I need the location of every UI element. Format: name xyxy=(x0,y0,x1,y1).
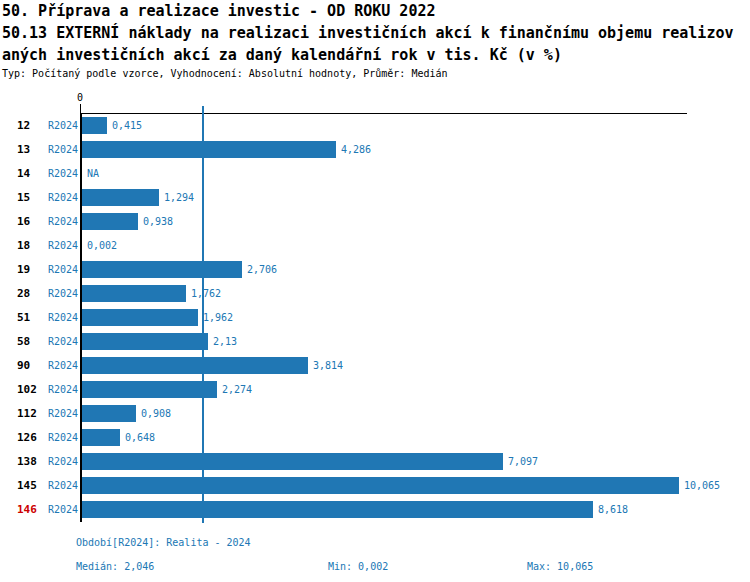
row-period-label: R2024 xyxy=(48,234,78,258)
row-id-label: 14 xyxy=(17,162,30,186)
bar xyxy=(82,285,186,302)
footer-max-label: Max: 10,065 xyxy=(527,560,593,573)
row-period-label: R2024 xyxy=(48,474,78,498)
row-id-label: 58 xyxy=(17,330,30,354)
row-period-label: R2024 xyxy=(48,282,78,306)
row-id-label: 15 xyxy=(17,186,30,210)
row-id-label: 12 xyxy=(17,114,30,138)
bar xyxy=(82,357,308,374)
bar xyxy=(82,453,503,470)
chart-row: 12 R2024 0,415 xyxy=(0,114,750,138)
bar-value-label: NA xyxy=(87,162,99,186)
chart-row: 138 R2024 7,097 xyxy=(0,450,750,474)
bar xyxy=(82,429,120,446)
zero-tick-label: 0 xyxy=(73,92,87,104)
row-period-label: R2024 xyxy=(48,402,78,426)
row-period-label: R2024 xyxy=(48,450,78,474)
row-period-label: R2024 xyxy=(48,330,78,354)
bar-value-label: 8,618 xyxy=(598,498,628,522)
row-id-label: 90 xyxy=(17,354,30,378)
footer-min-label: Min: 0,002 xyxy=(328,560,388,573)
row-id-label: 138 xyxy=(17,450,37,474)
chart-row: 146 R2024 8,618 xyxy=(0,498,750,522)
chart-row: 90 R2024 3,814 xyxy=(0,354,750,378)
row-period-label: R2024 xyxy=(48,114,78,138)
bar-value-label: 0,938 xyxy=(143,210,173,234)
row-period-label: R2024 xyxy=(48,210,78,234)
row-period-label: R2024 xyxy=(48,258,78,282)
bar xyxy=(82,189,159,206)
bar xyxy=(82,117,107,134)
report-header: 50. Příprava a realizace investic - OD R… xyxy=(2,0,750,80)
chart-row: 15 R2024 1,294 xyxy=(0,186,750,210)
bar-value-label: 7,097 xyxy=(508,450,538,474)
bar-value-label: 3,814 xyxy=(313,354,343,378)
row-id-label: 51 xyxy=(17,306,30,330)
bar-value-label: 0,415 xyxy=(112,114,142,138)
indicator-subtitle: Typ: Počítaný podle vzorce, Vyhodnocení:… xyxy=(2,67,750,80)
footer-period-label: Období[R2024]: Realita - 2024 xyxy=(76,536,251,549)
indicator-title-line-1: 50.13 EXTERNÍ náklady na realizaci inves… xyxy=(2,22,750,44)
chart-row: 58 R2024 2,13 xyxy=(0,330,750,354)
bar-value-label: 0,002 xyxy=(87,234,117,258)
bar xyxy=(82,405,136,422)
chart-row: 102 R2024 2,274 xyxy=(0,378,750,402)
row-id-label: 102 xyxy=(17,378,37,402)
row-id-label: 112 xyxy=(17,402,37,426)
bar-value-label: 1,762 xyxy=(191,282,221,306)
chart-row: 126 R2024 0,648 xyxy=(0,426,750,450)
bar xyxy=(82,501,593,518)
bar-value-label: 0,908 xyxy=(141,402,171,426)
bar xyxy=(82,213,138,230)
chart-row: 16 R2024 0,938 xyxy=(0,210,750,234)
footer-median-label: Medián: 2,046 xyxy=(76,560,154,573)
row-period-label: R2024 xyxy=(48,186,78,210)
bar xyxy=(82,381,217,398)
bar-value-label: 2,13 xyxy=(213,330,237,354)
bar-value-label: 2,706 xyxy=(247,258,277,282)
chart-row: 18 R2024 0,002 xyxy=(0,234,750,258)
chart-row: 19 R2024 2,706 xyxy=(0,258,750,282)
bar-value-label: 1,294 xyxy=(164,186,194,210)
chart-rows: 12 R2024 0,415 13 R2024 4,286 14 R2024 NA 15 R2024… xyxy=(0,114,750,522)
row-period-label: R2024 xyxy=(48,306,78,330)
bar xyxy=(82,141,336,158)
row-period-label: R2024 xyxy=(48,378,78,402)
indicator-title-line-2: aných investičních akcí za daný kalendář… xyxy=(2,44,750,66)
row-period-label: R2024 xyxy=(48,138,78,162)
row-id-label: 126 xyxy=(17,426,37,450)
row-id-label: 18 xyxy=(17,234,30,258)
bar-value-label: 0,648 xyxy=(125,426,155,450)
bar-value-label: 10,065 xyxy=(684,474,720,498)
bar xyxy=(82,309,198,326)
row-period-label: R2024 xyxy=(48,426,78,450)
bar-value-label: 4,286 xyxy=(341,138,371,162)
row-period-label: R2024 xyxy=(48,162,78,186)
zero-tick xyxy=(80,104,81,113)
bar xyxy=(82,261,242,278)
row-id-label: 28 xyxy=(17,282,30,306)
row-id-label: 145 xyxy=(17,474,37,498)
row-id-label: 16 xyxy=(17,210,30,234)
page-title: 50. Příprava a realizace investic - OD R… xyxy=(2,0,750,22)
bar-value-label: 1,962 xyxy=(203,306,233,330)
chart-row: 145 R2024 10,065 xyxy=(0,474,750,498)
chart-row: 14 R2024 NA xyxy=(0,162,750,186)
chart-row: 51 R2024 1,962 xyxy=(0,306,750,330)
row-id-label: 13 xyxy=(17,138,30,162)
bar xyxy=(82,477,679,494)
row-period-label: R2024 xyxy=(48,354,78,378)
chart-row: 13 R2024 4,286 xyxy=(0,138,750,162)
row-id-label: 19 xyxy=(17,258,30,282)
chart-row: 112 R2024 0,908 xyxy=(0,402,750,426)
row-period-label: R2024 xyxy=(48,498,78,522)
bar xyxy=(82,333,208,350)
row-id-label: 146 xyxy=(17,498,37,522)
chart-row: 28 R2024 1,762 xyxy=(0,282,750,306)
bar-value-label: 2,274 xyxy=(222,378,252,402)
report-page: 50. Příprava a realizace investic - OD R… xyxy=(0,0,750,582)
